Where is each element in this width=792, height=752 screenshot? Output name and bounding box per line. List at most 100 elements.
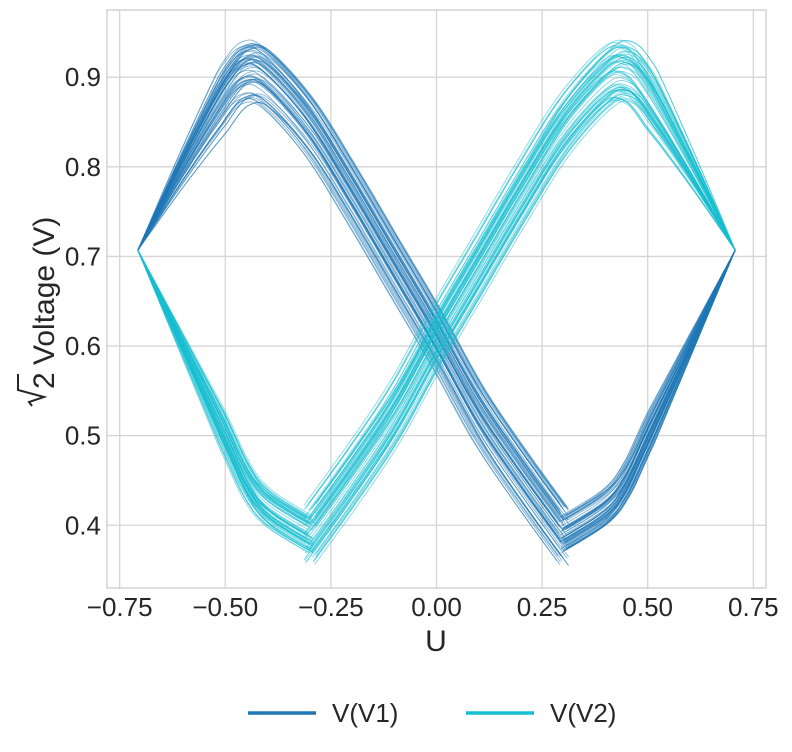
trace-line bbox=[566, 249, 736, 516]
trace-line bbox=[561, 250, 736, 538]
x-tick-label: 0.00 bbox=[411, 592, 462, 622]
trace-line bbox=[137, 249, 308, 526]
trace-line bbox=[303, 54, 736, 519]
x-tick-labels: −0.75 −0.50 −0.25 0.00 0.25 0.50 0.75 bbox=[87, 592, 779, 622]
y-tick-label: 0.6 bbox=[65, 331, 101, 361]
radical-sign bbox=[17, 374, 48, 407]
trace-line bbox=[137, 97, 558, 562]
axes-frame bbox=[106, 9, 767, 589]
trace-line bbox=[137, 250, 312, 543]
trace-line bbox=[561, 249, 736, 532]
trace-line bbox=[137, 250, 311, 535]
trace-line bbox=[137, 249, 314, 517]
trace-line bbox=[137, 93, 569, 558]
trace-line bbox=[137, 97, 563, 561]
trace-line bbox=[315, 51, 736, 516]
trace-line bbox=[310, 88, 736, 553]
trace-line bbox=[137, 250, 311, 545]
trace-line bbox=[561, 249, 736, 530]
x-axis-label: U bbox=[425, 625, 447, 658]
trace-line bbox=[312, 97, 736, 562]
trace-line bbox=[304, 90, 736, 554]
trace-line bbox=[564, 250, 736, 530]
trace-line bbox=[137, 250, 308, 534]
y-tick-label: 0.5 bbox=[65, 421, 101, 451]
trace-line bbox=[566, 250, 736, 550]
trace-line bbox=[137, 250, 312, 551]
trace-line bbox=[137, 250, 307, 552]
trace-line bbox=[564, 250, 736, 542]
trace-line bbox=[137, 249, 308, 518]
trace-line bbox=[137, 249, 308, 523]
trace-line bbox=[137, 250, 311, 541]
trace-line bbox=[137, 58, 561, 523]
plot-frame bbox=[106, 9, 767, 589]
x-tick-label: −0.75 bbox=[87, 592, 153, 622]
trace-line bbox=[304, 70, 736, 534]
series-V(V2) bbox=[137, 39, 736, 565]
trace-line bbox=[565, 250, 736, 530]
x-tick-label: 0.25 bbox=[517, 592, 568, 622]
trace-line bbox=[137, 249, 309, 527]
trace-line bbox=[137, 39, 561, 504]
trace-line bbox=[137, 81, 564, 545]
y-tick-label: 0.4 bbox=[65, 510, 101, 540]
trace-line bbox=[563, 250, 736, 533]
trace-line bbox=[562, 249, 736, 521]
trace-line bbox=[137, 250, 309, 544]
trace-line bbox=[137, 44, 566, 508]
trace-line bbox=[310, 54, 736, 519]
trace-line bbox=[563, 249, 736, 521]
trace-line bbox=[137, 63, 561, 528]
trace-line bbox=[559, 249, 736, 522]
trace-line bbox=[563, 250, 736, 537]
trace-line bbox=[137, 57, 561, 522]
trace-line bbox=[137, 249, 308, 519]
trace-line bbox=[314, 92, 736, 557]
trace-line bbox=[137, 249, 311, 529]
trace-line bbox=[305, 98, 736, 563]
trace-line bbox=[137, 249, 311, 528]
trace-line bbox=[565, 250, 736, 551]
trace-line bbox=[137, 249, 309, 524]
trace-line bbox=[563, 250, 736, 540]
trace-line bbox=[562, 250, 736, 530]
y-axis-label: 2 Voltage (V) bbox=[17, 217, 61, 407]
trace-line bbox=[137, 45, 564, 509]
x-tick-label: −0.25 bbox=[298, 592, 364, 622]
y-axis-label-text: Voltage (V) bbox=[28, 217, 61, 365]
trace-line bbox=[137, 250, 308, 541]
trace-line bbox=[561, 249, 736, 522]
trace-line bbox=[137, 46, 561, 511]
plot-area bbox=[137, 39, 736, 566]
trace-line bbox=[137, 250, 314, 547]
trace-line bbox=[564, 249, 736, 529]
series-V(V1) bbox=[137, 39, 736, 566]
trace-line bbox=[566, 250, 736, 551]
trace-line bbox=[312, 59, 736, 524]
trace-line bbox=[137, 249, 311, 524]
trace-line bbox=[137, 249, 307, 519]
y-tick-labels: 0.4 0.5 0.6 0.7 0.8 0.9 bbox=[65, 62, 101, 540]
trace-line bbox=[563, 250, 736, 529]
trace-line bbox=[137, 249, 308, 519]
trace-line bbox=[315, 40, 736, 505]
trace-line bbox=[562, 249, 736, 529]
legend: V(V1) V(V2) bbox=[248, 698, 616, 728]
trace-line bbox=[137, 249, 314, 522]
trace-line bbox=[137, 249, 310, 525]
trace-line bbox=[561, 249, 736, 532]
y-tick-label: 0.7 bbox=[65, 241, 101, 271]
trace-line bbox=[137, 250, 310, 541]
trace-line bbox=[310, 46, 736, 511]
x-tick-label: 0.50 bbox=[622, 592, 673, 622]
legend-label: V(V1) bbox=[332, 698, 398, 728]
trace-line bbox=[561, 249, 736, 530]
trace-line bbox=[310, 70, 736, 535]
trace-line bbox=[137, 249, 312, 521]
trace-line bbox=[566, 249, 736, 516]
y-tick-label: 0.8 bbox=[65, 152, 101, 182]
trace-line bbox=[137, 81, 563, 546]
trace-line bbox=[309, 83, 736, 548]
